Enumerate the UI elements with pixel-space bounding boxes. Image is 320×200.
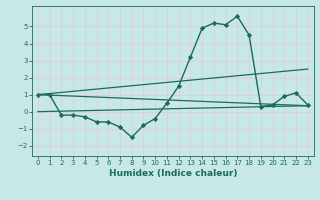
X-axis label: Humidex (Indice chaleur): Humidex (Indice chaleur) (108, 169, 237, 178)
